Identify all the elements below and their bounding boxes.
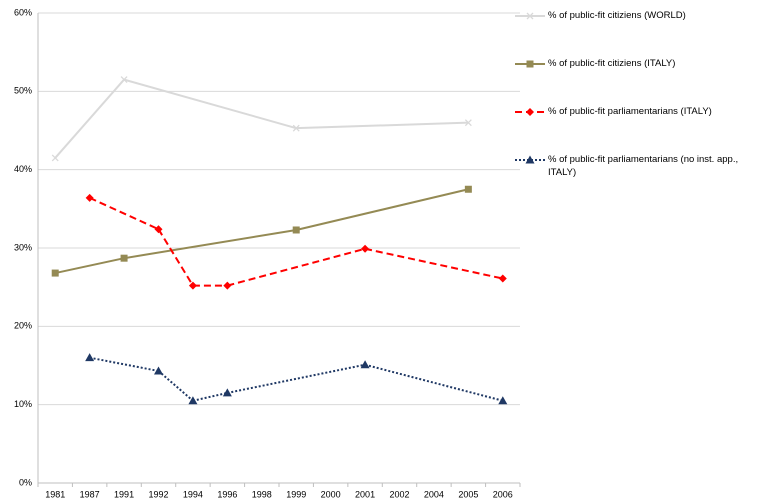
marker	[154, 366, 163, 375]
marker	[120, 254, 128, 262]
marker	[154, 225, 163, 234]
line-segment	[55, 257, 125, 275]
y-tick-label: 40%	[14, 164, 32, 174]
y-tick-label: 50%	[14, 86, 32, 96]
marker	[222, 388, 232, 397]
x-tick-label: 2006	[493, 489, 513, 499]
series	[51, 185, 472, 277]
line-segment	[295, 188, 469, 231]
x-tick-label: 2002	[389, 489, 409, 499]
marker	[188, 396, 198, 405]
series	[85, 193, 507, 290]
y-tick-label: 10%	[14, 399, 32, 409]
line-segment	[227, 247, 366, 287]
y-tick-label: 0%	[19, 477, 32, 487]
marker	[120, 76, 128, 84]
line-segment	[89, 356, 159, 372]
marker	[360, 360, 370, 369]
x-tick-label: 1999	[286, 489, 306, 499]
marker	[292, 226, 300, 234]
x-tick-label: 2004	[424, 489, 444, 499]
legend-label: % of public-fit citiziens (WORLD)	[548, 10, 686, 21]
line-segment	[192, 391, 228, 402]
line-segment	[89, 196, 159, 231]
line-segment	[227, 363, 366, 394]
y-tick-label: 20%	[14, 321, 32, 331]
legend-label: % of public-fit citiziens (ITALY)	[548, 58, 676, 69]
x-tick-label: 2001	[355, 489, 375, 499]
y-tick-label: 30%	[14, 242, 32, 252]
x-tick-label: 1987	[80, 489, 100, 499]
marker	[85, 353, 95, 362]
x-tick-label: 2000	[321, 489, 341, 499]
series	[51, 76, 472, 162]
marker	[464, 119, 472, 127]
x-tick-label: 2005	[458, 489, 478, 499]
line-segment	[123, 78, 297, 130]
line-segment	[157, 228, 194, 287]
x-tick-label: 1996	[217, 489, 237, 499]
marker	[85, 193, 94, 202]
marker	[464, 185, 472, 193]
marker	[223, 281, 232, 290]
marker	[361, 244, 370, 253]
x-tick-label: 1981	[45, 489, 65, 499]
x-tick-label: 1992	[148, 489, 168, 499]
marker	[51, 269, 59, 277]
x-tick-label: 1991	[114, 489, 134, 499]
legend-marker	[526, 12, 534, 20]
x-tick-label: 1998	[252, 489, 272, 499]
line-segment	[54, 78, 125, 159]
legend-marker	[525, 155, 535, 164]
line-segment	[364, 247, 503, 280]
marker	[498, 274, 507, 283]
legend-label: % of public-fit parliamentarians (no ins…	[548, 154, 739, 178]
marker	[292, 124, 300, 132]
legend-label: % of public-fit parliamentarians (ITALY)	[548, 106, 712, 117]
line-segment	[296, 121, 469, 130]
line-segment	[364, 363, 504, 402]
line-segment	[157, 370, 194, 402]
legend-marker	[526, 60, 534, 68]
marker	[51, 154, 59, 162]
y-tick-label: 60%	[14, 7, 32, 17]
line-segment	[123, 228, 297, 260]
marker	[498, 396, 508, 405]
series	[85, 353, 508, 405]
legend-marker	[526, 108, 534, 116]
x-tick-label: 1994	[183, 489, 203, 499]
marker	[188, 281, 197, 290]
